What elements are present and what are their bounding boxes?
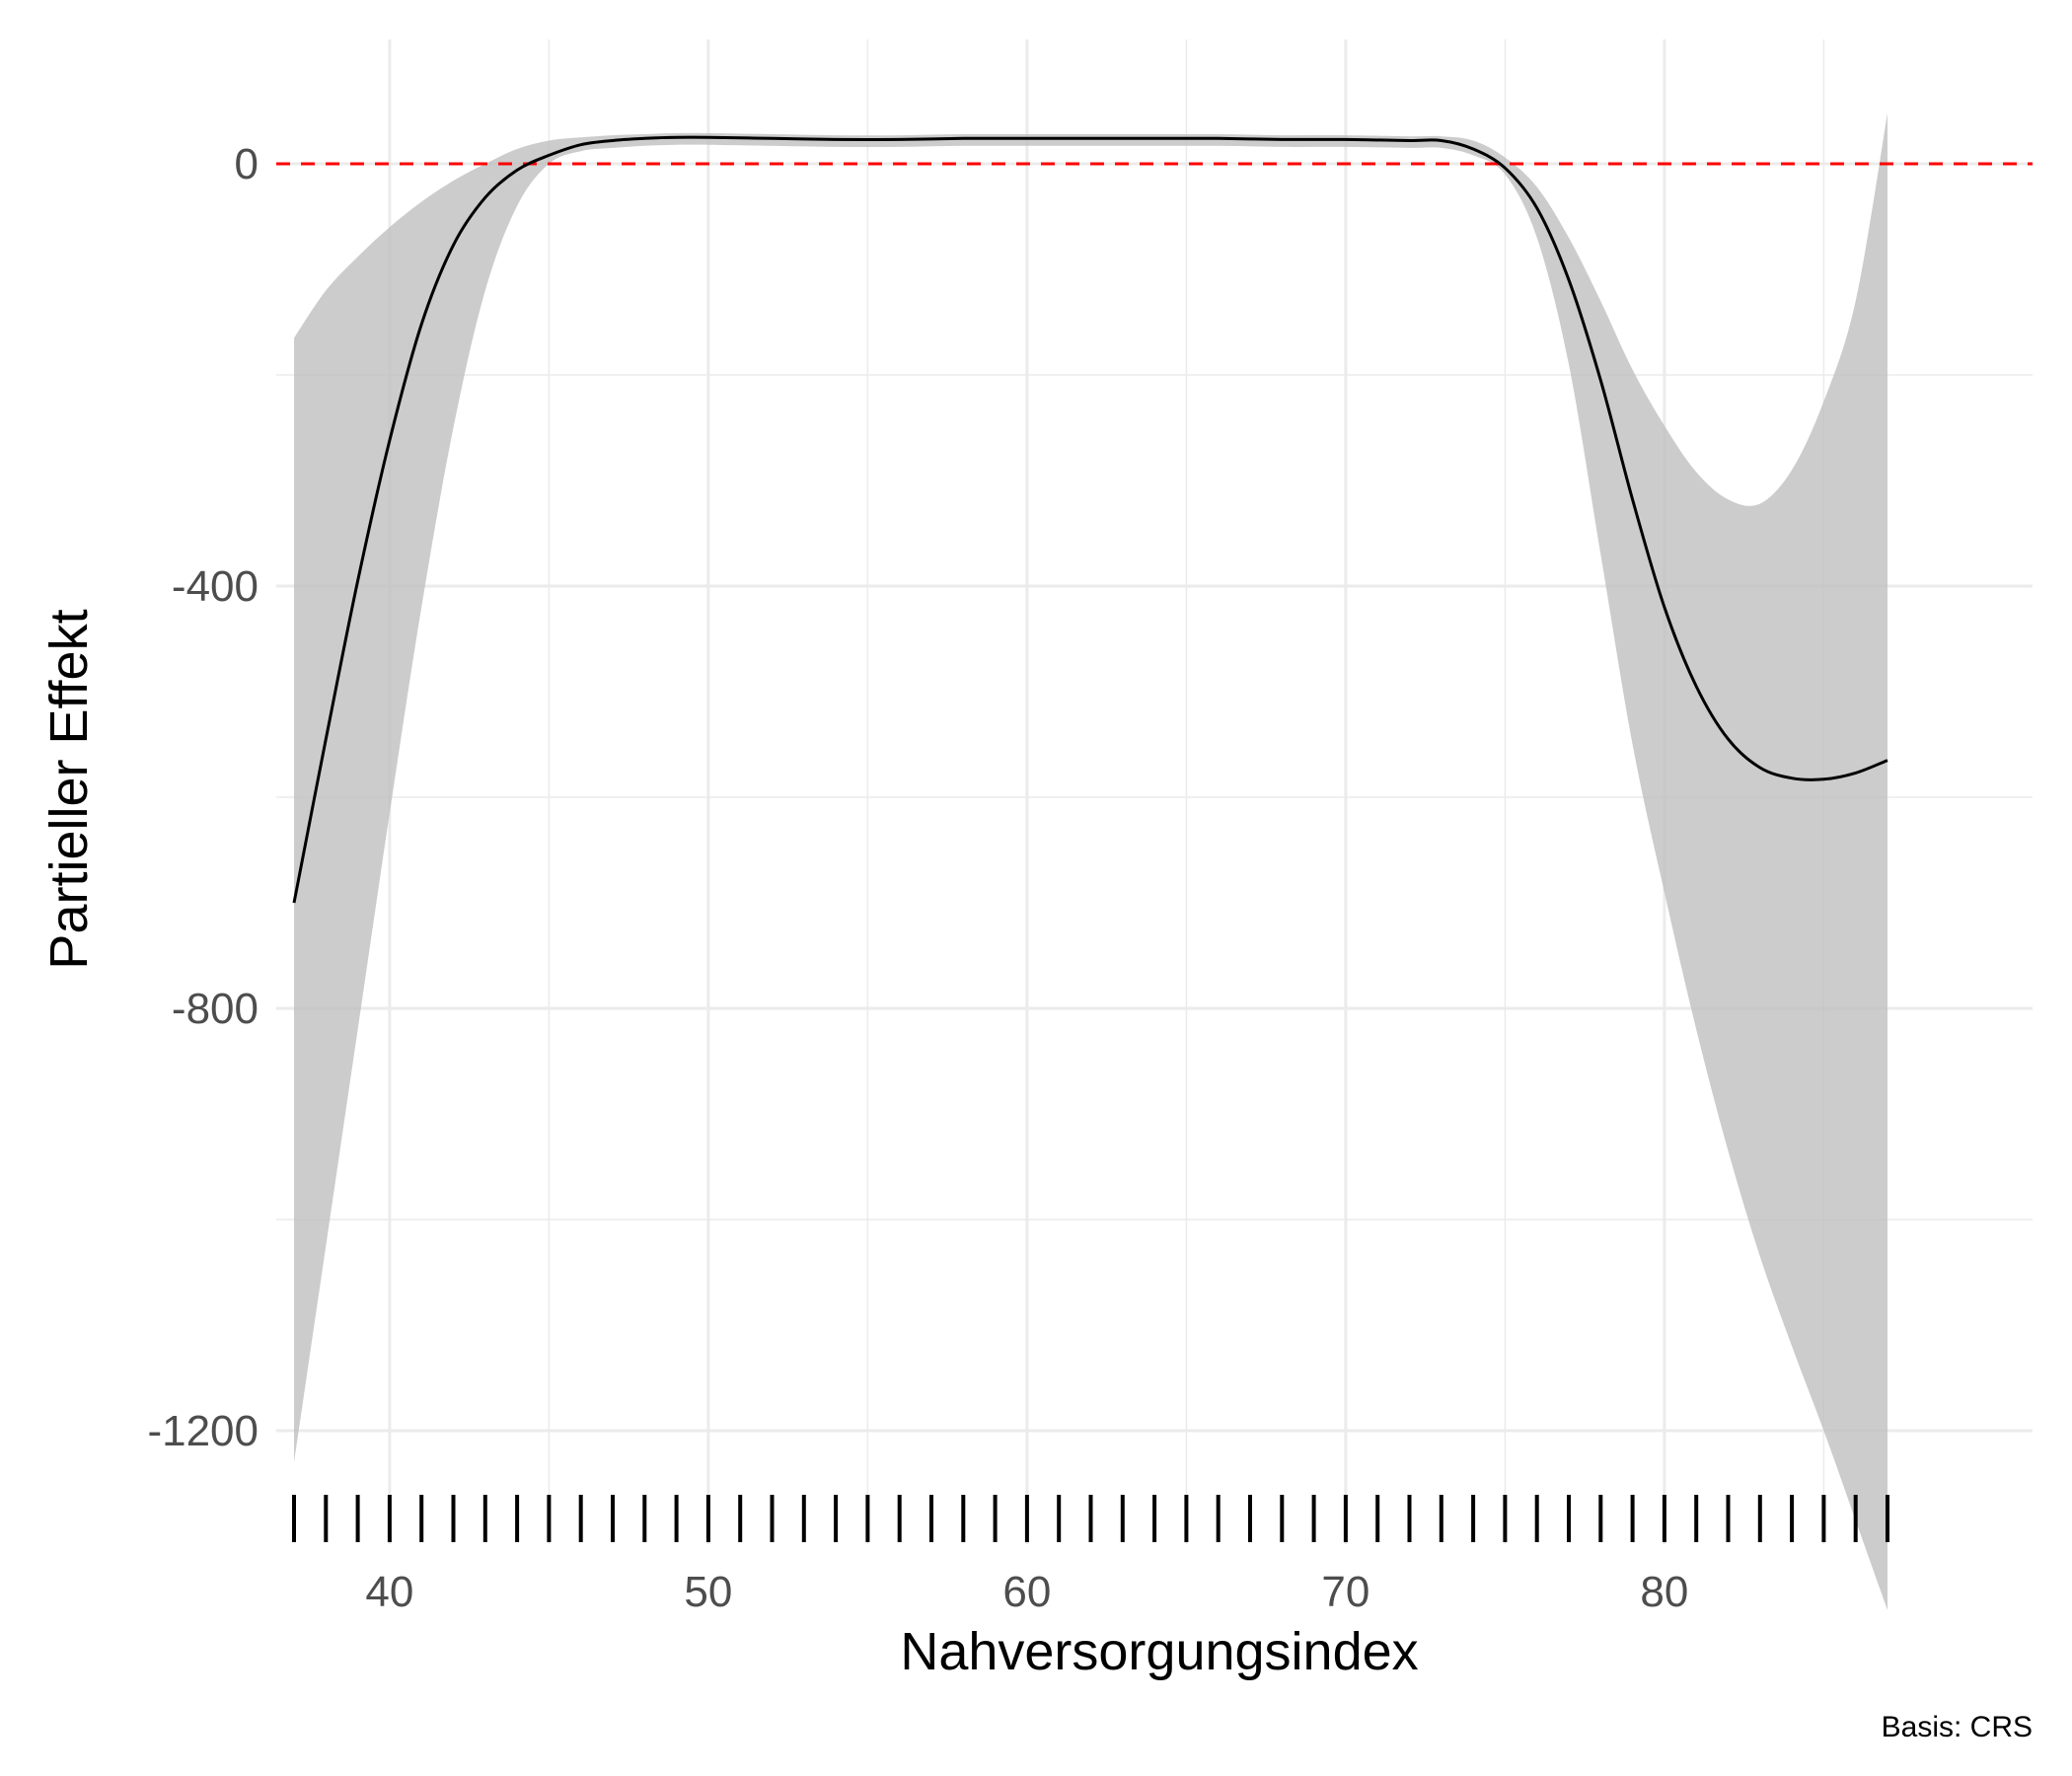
y-axis-title: Partieller Effekt xyxy=(39,609,99,969)
x-tick-label: 50 xyxy=(684,1568,732,1616)
caption: Basis: CRS xyxy=(1882,1711,2033,1743)
y-tick-label: -800 xyxy=(172,985,259,1033)
x-tick-label: 40 xyxy=(365,1568,413,1616)
x-tick-label: 70 xyxy=(1321,1568,1369,1616)
fitted-curve xyxy=(292,135,1888,904)
y-tick-label: 0 xyxy=(235,140,259,188)
confidence-band xyxy=(294,112,1887,1610)
x-tick-label: 80 xyxy=(1640,1568,1688,1616)
y-tick-labels: 0 -400 -800 -1200 xyxy=(147,140,259,1455)
rug-marks xyxy=(292,1495,1889,1542)
x-axis-title: Nahversorgungsindex xyxy=(900,1622,1418,1681)
x-tick-label: 60 xyxy=(1002,1568,1051,1616)
y-tick-label: -400 xyxy=(172,562,259,611)
y-tick-label: -1200 xyxy=(147,1407,259,1455)
x-tick-labels: 40 50 60 70 80 xyxy=(365,1568,1688,1616)
